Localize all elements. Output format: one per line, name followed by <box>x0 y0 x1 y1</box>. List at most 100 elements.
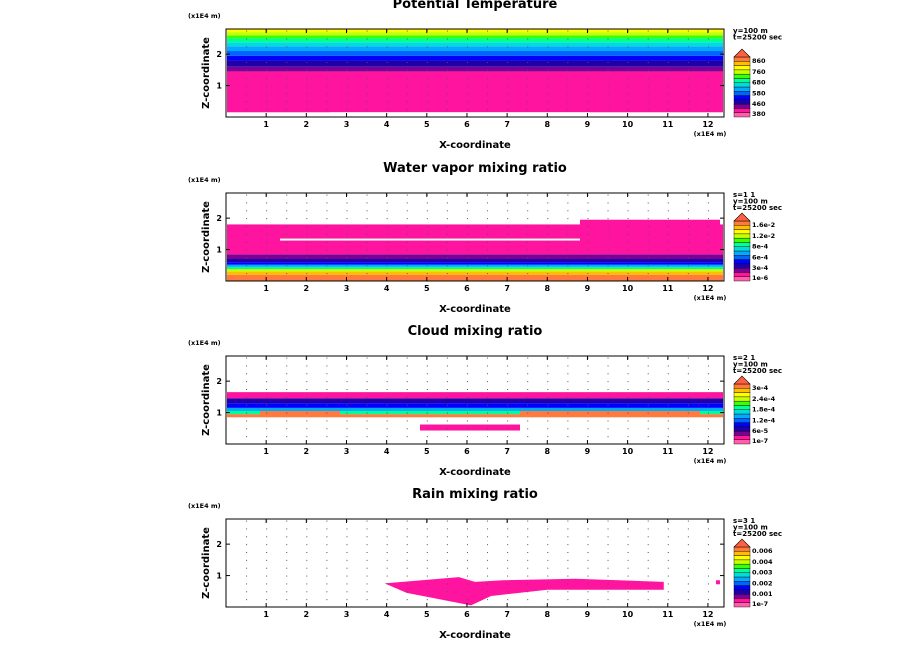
colorbar-swatch <box>733 108 751 113</box>
x-tick-label: 7 <box>504 447 510 456</box>
grid-dot <box>667 93 669 95</box>
colorbar: 860 760 680 580 460 380 <box>733 48 766 118</box>
grid-dot <box>567 233 569 235</box>
grid-dot <box>527 218 529 220</box>
colorbar-label: 0.001 <box>752 590 773 598</box>
grid-dot <box>386 365 388 367</box>
chart-panel-1: Potential Temperature(x1E4 m)1 2 3 4 5 6 7 8 9 10… <box>188 0 782 151</box>
x-tick-label: 7 <box>504 284 510 293</box>
grid-dot <box>667 575 669 577</box>
grid-dot <box>366 38 368 40</box>
grid-dot <box>487 218 489 220</box>
grid-dot <box>426 428 428 430</box>
grid-dot <box>466 233 468 235</box>
grid-dot <box>266 599 268 601</box>
grid-dot <box>567 389 569 390</box>
grid-dot <box>627 536 629 538</box>
grid-dot <box>446 528 448 530</box>
grid-dot <box>266 528 268 530</box>
colorbar-label: 680 <box>752 79 766 87</box>
grid-dot <box>647 30 649 32</box>
grid-dot <box>687 46 689 48</box>
grid-dot <box>286 210 288 212</box>
grid-dot <box>567 528 569 530</box>
grid-dot <box>607 226 609 227</box>
grid-dot <box>346 54 348 56</box>
grid-dot <box>527 273 529 275</box>
grid-dot <box>426 77 428 79</box>
grid-dot <box>587 233 589 235</box>
grid-dot <box>507 599 509 601</box>
grid-dot <box>286 241 288 243</box>
data-band-9 <box>227 32 723 36</box>
x-tick-label: 3 <box>344 447 350 456</box>
info-text: s=1 1 <box>733 191 755 199</box>
grid-dot <box>326 599 328 601</box>
grid-dot <box>386 93 388 95</box>
grid-dot <box>487 233 489 235</box>
grid-dot <box>386 528 388 530</box>
grid-dot <box>567 567 569 569</box>
grid-dot <box>326 567 328 569</box>
grid-dot <box>266 62 268 63</box>
x-tick-label: 12 <box>702 284 713 293</box>
grid-dot <box>346 101 348 103</box>
grid-dot <box>667 536 669 538</box>
grid-dot <box>687 93 689 95</box>
grid-dot <box>306 591 308 593</box>
colorbar-swatch <box>733 572 751 578</box>
grid-dot <box>567 536 569 538</box>
grid-dot <box>326 38 328 40</box>
colorbar-label: 0.004 <box>752 558 773 566</box>
colorbar-swatch <box>733 568 751 573</box>
grid-dot <box>386 77 388 79</box>
grid-dot <box>627 365 629 367</box>
z-unit-label: (x1E4 m) <box>188 502 221 510</box>
grid-dot <box>466 591 468 593</box>
grid-dot <box>607 62 609 63</box>
colorbar-label: 760 <box>752 68 766 76</box>
grid-dot <box>527 365 529 367</box>
grid-dot <box>507 218 509 220</box>
grid-dot <box>246 233 248 235</box>
grid-dot <box>707 389 709 390</box>
grid-dot <box>687 194 689 196</box>
grid-dot <box>667 218 669 220</box>
grid-dot <box>627 428 629 430</box>
grid-dot <box>426 389 428 390</box>
grid-dot <box>286 85 288 87</box>
grid-dot <box>266 77 268 79</box>
grid-dot <box>346 412 348 414</box>
grid-dot <box>326 30 328 32</box>
grid-dot <box>647 109 649 111</box>
grid-dot <box>406 436 408 438</box>
grid-dot <box>587 93 589 95</box>
grid-dot <box>286 412 288 414</box>
colorbar-swatch <box>733 250 751 256</box>
info-text: s=2 1 <box>733 354 755 362</box>
grid-dot <box>366 381 368 383</box>
colorbar-swatch <box>733 246 751 252</box>
grid-dot <box>426 599 428 601</box>
grid-dot <box>366 194 368 196</box>
grid-dot <box>306 567 308 569</box>
grid-dot <box>547 101 549 103</box>
colorbar-label: 580 <box>752 89 766 97</box>
grid-dot <box>547 583 549 585</box>
grid-dot <box>326 226 328 227</box>
grid-dot <box>687 210 689 212</box>
grid-dot <box>286 194 288 196</box>
grid-dot <box>607 420 609 422</box>
x-tick-label: 2 <box>304 284 310 293</box>
grid-dot <box>687 249 689 251</box>
grid-dot <box>426 528 428 530</box>
x-tick-label: 10 <box>622 120 634 129</box>
data-field <box>227 219 723 281</box>
grid-dot <box>346 62 348 63</box>
grid-dot <box>607 257 609 259</box>
grid-dot <box>446 536 448 538</box>
grid-dot <box>487 591 489 593</box>
grid-dot <box>246 85 248 87</box>
info-text: y=100 m <box>733 198 768 206</box>
grid-dot <box>386 583 388 585</box>
